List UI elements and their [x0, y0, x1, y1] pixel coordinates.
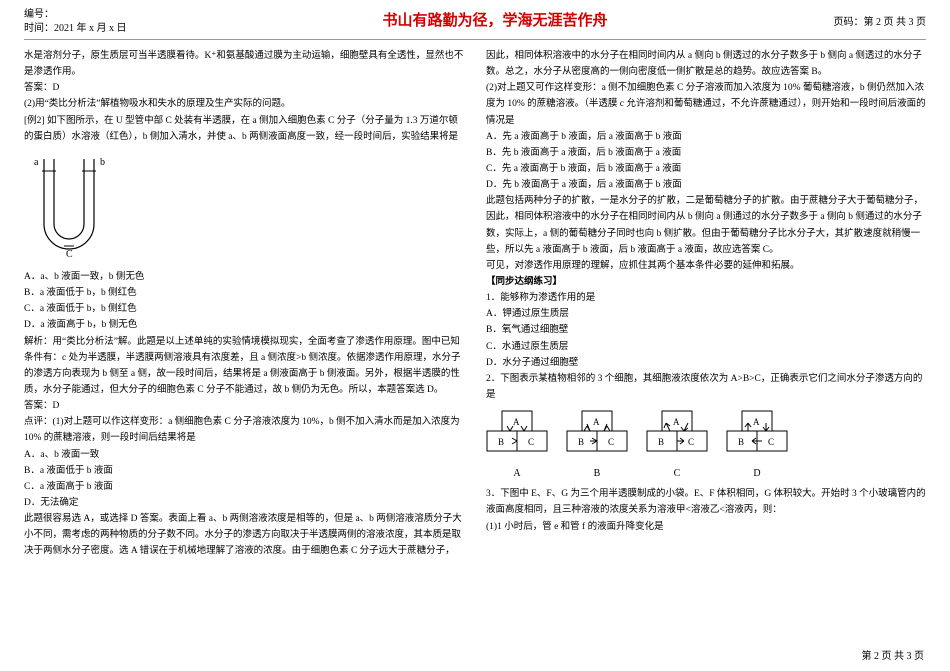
option: A．a、b 液面一致 [24, 447, 464, 463]
option: C．水通过原生质层 [486, 339, 926, 355]
svg-text:C: C [66, 249, 73, 259]
para: 此题包括两种分子的扩散，一是水分子的扩散，二是葡萄糖分子的扩散。由于蔗糖分子大于… [486, 193, 926, 258]
diagram-d: A B C D [726, 409, 788, 482]
svg-text:a: a [34, 157, 39, 168]
para: 因此，相同体积溶液中的水分子在相同时间内从 a 侧向 b 侧透过的水分子数多于 … [486, 48, 926, 80]
diagram-label: D [726, 465, 788, 482]
para: 水是溶剂分子，原生质层可当半透膜看待。K⁺和氨基酸通过膜为主动运输，细胞壁具有全… [24, 48, 464, 80]
option: C．a 液面高于 b 液面 [24, 479, 464, 495]
diagram-label: C [646, 465, 708, 482]
svg-text:A: A [593, 417, 600, 427]
svg-text:A: A [513, 417, 520, 427]
u-tube-diagram: a b C [24, 149, 464, 265]
diagram-c: A B C C [646, 409, 708, 482]
para: [例2] 如下图所示，在 U 型管中部 C 处装有半透膜，在 a 侧加入细胞色素… [24, 113, 464, 145]
svg-text:C: C [608, 437, 614, 447]
svg-text:B: B [498, 437, 504, 447]
svg-text:C: C [768, 437, 774, 447]
option: A．先 a 液面高于 b 液面，后 a 液面高于 b 液面 [486, 129, 926, 145]
page-footer: 第 2 页 共 3 页 [862, 648, 925, 665]
diagram-b: A B C B [566, 409, 628, 482]
question: 3．下图中 E、F、G 为三个用半透膜制成的小袋。E、F 体积相同，G 体积较大… [486, 486, 926, 518]
svg-text:B: B [578, 437, 584, 447]
option: B．氧气通过细胞壁 [486, 322, 926, 338]
section-title: 【同步达纲练习】 [486, 274, 926, 290]
question: (1)1 小时后，管 e 和管 f 的液面升降变化是 [486, 519, 926, 535]
right-column: 因此，相同体积溶液中的水分子在相同时间内从 a 侧向 b 侧透过的水分子数多于 … [486, 48, 926, 560]
para: 答案：D [24, 80, 464, 96]
option: D．水分子通过细胞壁 [486, 355, 926, 371]
option: C．先 a 液面高于 b 液面，后 b 液面高于 a 液面 [486, 161, 926, 177]
header-motto: 书山有路勤为径，学海无涯苦作舟 [204, 9, 786, 35]
svg-text:C: C [688, 437, 694, 447]
para: (2)对上题又可作这样变形：a 侧不加细胞色素 C 分子溶液而加入浓度为 10%… [486, 80, 926, 128]
option: D．先 b 液面高于 a 液面，后 a 液面高于 b 液面 [486, 177, 926, 193]
svg-text:A: A [673, 417, 680, 427]
option: D．无法确定 [24, 495, 464, 511]
para: 可见，对渗透作用原理的理解，应抓住其两个基本条件必要的延伸和拓展。 [486, 258, 926, 274]
option: C．a 液面低于 b，b 侧红色 [24, 301, 464, 317]
option: A．a、b 液面一致，b 侧无色 [24, 269, 464, 285]
header-left: 编号： 时间：2021 年 x 月 x 日 [24, 8, 204, 36]
cell-diagrams: A B C A A B C [486, 409, 926, 482]
para: 此题很容易选 A，或选择 D 答案。表面上看 a、b 两侧溶液浓度是相等的，但是… [24, 511, 464, 559]
diagram-label: B [566, 465, 628, 482]
option: B．先 b 液面高于 a 液面，后 b 液面高于 a 液面 [486, 145, 926, 161]
svg-text:B: B [658, 437, 664, 447]
question: 1．能够称为渗透作用的是 [486, 290, 926, 306]
option: A．钾通过原生质层 [486, 306, 926, 322]
question: 2．下图表示某植物相邻的 3 个细胞，其细胞液浓度依次为 A>B>C，正确表示它… [486, 371, 926, 403]
para: 解析：用“类比分析法”解。此题是以上述单纯的实验情境模拟现实，全面考查了渗透作用… [24, 334, 464, 399]
left-column: 水是溶剂分子，原生质层可当半透膜看待。K⁺和氨基酸通过膜为主动运输，细胞壁具有全… [24, 48, 464, 560]
svg-text:B: B [738, 437, 744, 447]
page-header: 编号： 时间：2021 年 x 月 x 日 书山有路勤为径，学海无涯苦作舟 页码… [24, 8, 926, 40]
option: D．a 液面高于 b，b 侧无色 [24, 317, 464, 333]
time-label: 时间：2021 年 x 月 x 日 [24, 22, 204, 36]
diagram-label: A [486, 465, 548, 482]
svg-text:C: C [528, 437, 534, 447]
header-page: 页码：第 2 页 共 3 页 [786, 14, 926, 31]
diagram-a: A B C A [486, 409, 548, 482]
para: 答案：D [24, 398, 464, 414]
para: (2)用“类比分析法”解植物吸水和失水的原理及生产实际的问题。 [24, 96, 464, 112]
content-columns: 水是溶剂分子，原生质层可当半透膜看待。K⁺和氨基酸通过膜为主动运输，细胞壁具有全… [24, 48, 926, 560]
option: B．a 液面低于 b 液面 [24, 463, 464, 479]
serial-label: 编号： [24, 8, 204, 22]
svg-text:b: b [100, 157, 105, 168]
svg-text:A: A [753, 417, 760, 427]
para: 点评：(1)对上题可以作这样变形：a 侧细胞色素 C 分子溶液浓度为 10%，b… [24, 414, 464, 446]
option: B．a 液面低于 b，b 侧红色 [24, 285, 464, 301]
